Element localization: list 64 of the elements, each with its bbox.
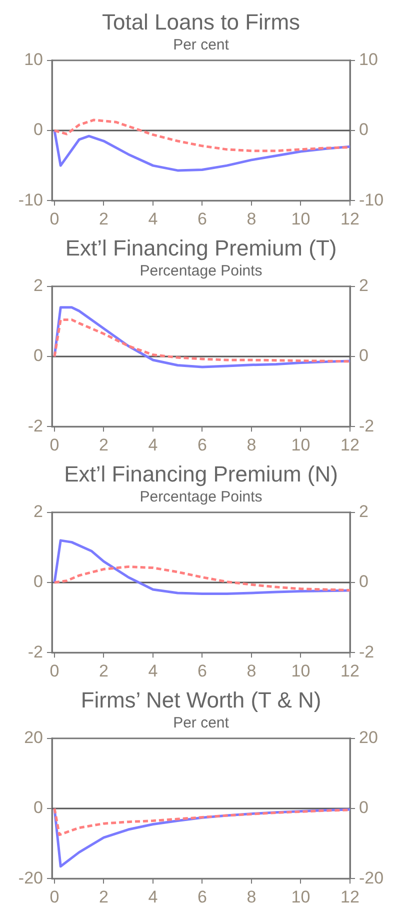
chart-title: Ext’l Financing Premium (N): [64, 461, 338, 486]
y-tick-label: 0: [34, 120, 43, 140]
x-tick-label: 10: [291, 209, 310, 228]
x-tick-label: 12: [340, 435, 360, 454]
y2-tick-label: 20: [359, 728, 378, 748]
chart-title: Firms’ Net Worth (T & N): [80, 687, 322, 712]
y2-tick-label: 2: [359, 502, 368, 522]
chart-title: Total Loans to Firms: [102, 9, 300, 34]
x-tick-label: 6: [197, 435, 207, 454]
x-tick-label: 4: [148, 435, 158, 454]
y-tick-label: 2: [34, 502, 43, 522]
x-tick-label: 12: [340, 661, 360, 680]
line-series: [53, 318, 350, 363]
x-tick-label: 8: [246, 435, 256, 454]
x-tick-label: 4: [148, 887, 158, 906]
x-tick-label: 8: [246, 661, 256, 680]
y2-tick-label: 0: [359, 572, 368, 592]
x-tick-label: 6: [197, 887, 207, 906]
line-series: [53, 807, 350, 836]
y2-tick-label: 10: [359, 50, 378, 70]
x-tick-label: 8: [246, 209, 256, 228]
x-tick-label: 12: [340, 209, 360, 228]
y2-tick-label: -10: [359, 190, 384, 210]
y2-tick-label: 2: [359, 276, 368, 296]
x-tick-label: 0: [50, 661, 60, 680]
x-tick-label: 8: [246, 887, 256, 906]
y-tick-label: 20: [24, 728, 43, 748]
x-tick-label: 10: [291, 661, 310, 680]
chart-subtitle: Percentage Points: [140, 262, 262, 280]
y-tick-label: -2: [28, 642, 43, 662]
y-tick-label: -10: [18, 190, 43, 210]
y2-tick-label: -2: [359, 416, 374, 436]
x-tick-label: 4: [148, 209, 158, 228]
chart-subtitle: Per cent: [173, 36, 230, 54]
x-tick-label: 0: [50, 209, 60, 228]
y-tick-label: 2: [34, 276, 43, 296]
x-tick-label: 10: [291, 887, 310, 906]
y2-tick-label: 0: [359, 798, 368, 818]
x-tick-label: 0: [50, 435, 60, 454]
y2-tick-label: -2: [359, 642, 374, 662]
x-tick-label: 6: [197, 661, 207, 680]
y-tick-label: 0: [34, 572, 43, 592]
y-tick-label: -20: [18, 868, 43, 888]
chart-title: Ext’l Financing Premium (T): [65, 235, 337, 260]
line-series: [53, 565, 350, 592]
chart-subtitle: Percentage Points: [140, 488, 262, 506]
x-tick-label: 4: [148, 661, 158, 680]
x-tick-label: 6: [197, 209, 207, 228]
y2-tick-label: 0: [359, 120, 368, 140]
y-tick-label: 0: [34, 346, 43, 366]
x-tick-label: 0: [50, 887, 60, 906]
x-tick-label: 12: [340, 887, 360, 906]
x-tick-label: 2: [98, 661, 108, 680]
y-tick-label: 0: [34, 798, 43, 818]
x-tick-label: 2: [98, 209, 108, 228]
x-tick-label: 2: [98, 887, 108, 906]
chart-subtitle: Per cent: [173, 714, 230, 732]
x-tick-label: 10: [291, 435, 310, 454]
x-tick-label: 2: [98, 435, 108, 454]
y-tick-label: 10: [24, 50, 43, 70]
line-series: [53, 118, 350, 152]
y2-tick-label: 0: [359, 346, 368, 366]
y2-tick-label: -20: [359, 868, 384, 888]
y-tick-label: -2: [28, 416, 43, 436]
